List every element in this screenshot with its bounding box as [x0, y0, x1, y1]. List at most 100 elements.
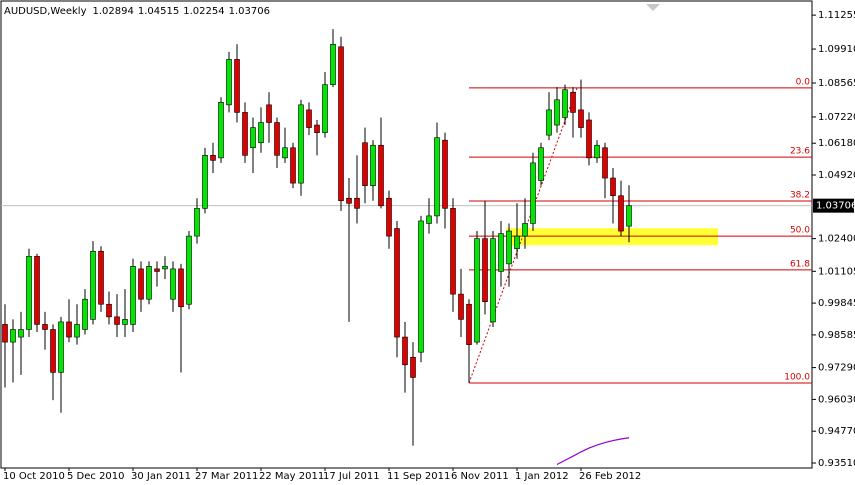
last-price-box — [813, 198, 854, 213]
x-tick-label: 5 Dec 2010 — [67, 471, 125, 482]
y-tick-label: 1.01105 — [818, 266, 855, 277]
candle-body — [90, 250, 96, 320]
candle-body — [394, 228, 400, 338]
candle-body — [418, 220, 424, 353]
candle-body — [234, 59, 240, 113]
candle-body — [498, 233, 504, 272]
candles-layer — [2, 29, 632, 446]
candle-body — [466, 303, 472, 345]
candle-body — [594, 144, 600, 159]
y-tick-label: 1.07220 — [818, 112, 855, 123]
fib-label: 38.2 — [790, 191, 810, 201]
candle-body — [210, 155, 216, 161]
candle-body — [306, 109, 312, 128]
candle-body — [250, 127, 256, 149]
candle-body — [322, 84, 328, 133]
x-tick-label: 11 Sep 2011 — [387, 471, 450, 482]
x-tick-label: 6 Nov 2011 — [451, 471, 509, 482]
candle-body — [98, 250, 104, 305]
y-tick-label: 1.02400 — [818, 234, 855, 245]
candle-body — [258, 122, 264, 144]
y-tick-label: 1.08565 — [818, 78, 855, 89]
zone-layer — [506, 228, 718, 246]
x-tick-label: 26 Feb 2012 — [579, 471, 641, 482]
x-tick-label: 10 Oct 2010 — [3, 471, 65, 482]
candle-body — [202, 155, 208, 209]
candle-body — [18, 329, 24, 338]
candle-body — [554, 99, 560, 126]
symbol: AUDUSD,Weekly — [4, 6, 87, 17]
candle-body — [362, 142, 368, 186]
candle-body — [626, 205, 632, 227]
fib-label: 100.0 — [784, 372, 810, 382]
x-tick-label: 1 Jan 2012 — [515, 471, 569, 482]
y-tick-label: 1.06180 — [818, 138, 855, 149]
candle-body — [42, 324, 48, 330]
candle-body — [354, 197, 360, 209]
candle-body — [562, 89, 568, 118]
candle-body — [2, 324, 8, 343]
candle-body — [434, 137, 440, 217]
candle-body — [490, 238, 496, 323]
candle-body — [226, 59, 232, 106]
candle-body — [178, 268, 184, 308]
y-tick-label: 0.99845 — [818, 298, 855, 309]
candle-body — [170, 268, 176, 300]
plot-border — [0, 0, 813, 469]
candle-body — [50, 329, 56, 373]
candle-body — [546, 109, 552, 136]
candle-body — [114, 316, 120, 325]
x-tick-label: 22 May 2011 — [259, 471, 324, 482]
fib-label: 61.8 — [790, 259, 810, 269]
candle-body — [506, 230, 512, 265]
candle-body — [578, 109, 584, 128]
candle-body — [378, 144, 384, 207]
fib-label: 0.0 — [796, 77, 811, 87]
y-tick-label: 1.09910 — [818, 44, 855, 55]
candle-body — [570, 91, 576, 113]
candle-body — [602, 147, 608, 179]
chart-title: AUDUSD,Weekly 1.02894 1.04515 1.02254 1.0370… — [4, 6, 270, 17]
x-tick-label: 30 Jan 2011 — [131, 471, 191, 482]
candle-body — [274, 122, 280, 156]
x-tick-label: 17 Jul 2011 — [323, 471, 380, 482]
candle-body — [522, 223, 528, 237]
candle-body — [138, 268, 144, 300]
candle-body — [338, 46, 344, 202]
last-price-label: 1.03706 — [816, 201, 855, 212]
candle-body — [194, 208, 200, 237]
candle-body — [154, 268, 160, 272]
y-tick-label: 0.98585 — [818, 330, 855, 341]
candle-body — [58, 321, 64, 373]
y-tick-label: 1.11255 — [818, 10, 855, 21]
candle-body — [130, 266, 136, 325]
candle-body — [458, 293, 464, 320]
candle-body — [450, 208, 456, 295]
candle-body — [82, 298, 88, 330]
candle-body — [482, 238, 488, 303]
ohlc-close: 1.03706 — [229, 6, 270, 17]
candle-body — [282, 147, 288, 159]
axis-layer: 1.11255 1.09910 1.08565 1.07220 1.06180 1.049… — [3, 10, 855, 482]
x-tick-label: 27 Mar 2011 — [195, 471, 258, 482]
candle-body — [618, 195, 624, 232]
candle-body — [122, 319, 128, 325]
candle-body — [162, 266, 168, 270]
candle-body — [314, 124, 320, 133]
candle-body — [242, 112, 248, 156]
candle-body — [586, 119, 592, 159]
candle-body — [386, 197, 392, 237]
candle-body — [266, 104, 272, 123]
candle-body — [442, 139, 448, 209]
candle-body — [474, 238, 480, 343]
y-tick-label: 0.93510 — [818, 458, 855, 469]
candle-body — [186, 235, 192, 305]
y-tick-label: 1.04920 — [818, 170, 855, 181]
candle-body — [370, 144, 376, 186]
